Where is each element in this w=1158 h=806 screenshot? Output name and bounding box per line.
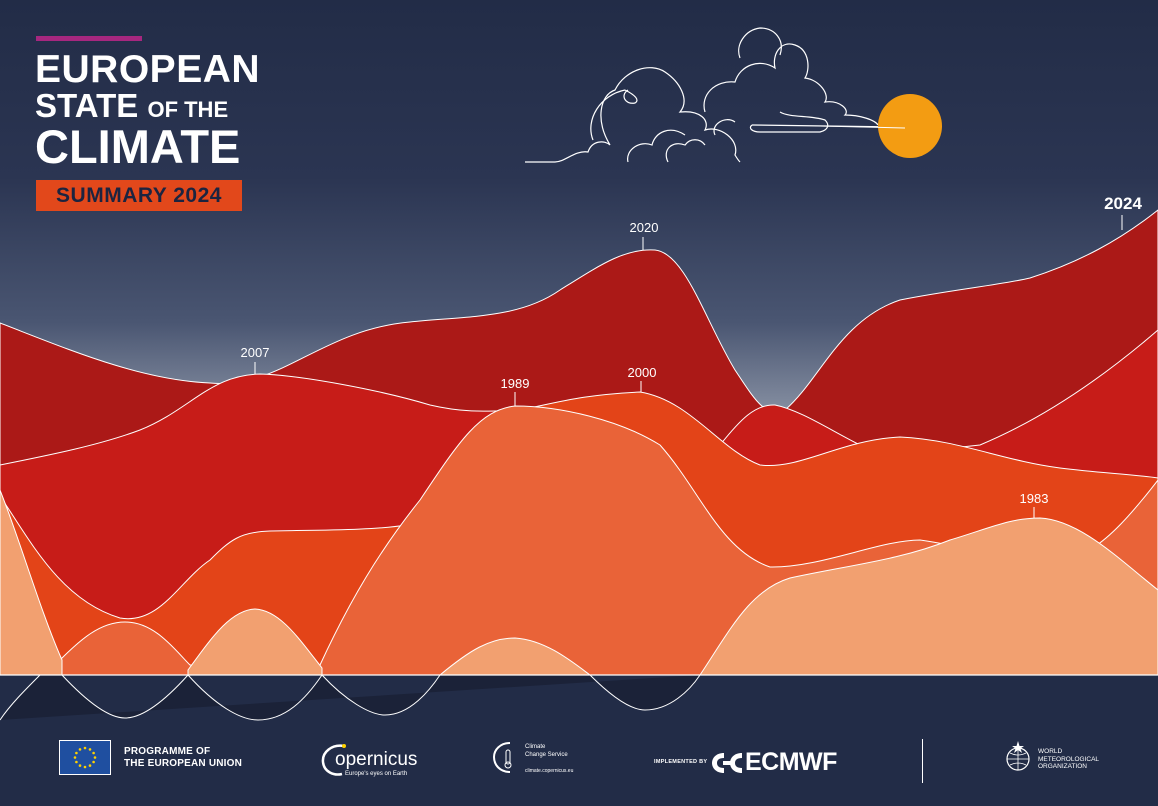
peak-markers [254,215,1123,518]
title-line-1: EUROPEAN [35,48,261,91]
title-line-2a: STATE [35,87,139,124]
summary-badge: SUMMARY 2024 [36,180,242,211]
copernicus-logo: opernicus Europe's eyes on Earth [320,740,430,780]
c3s-logo: Climate Change Service climate.copernicu… [492,740,612,780]
title-line-3: CLIMATE [35,120,241,173]
page-title: EUROPEAN STATE OF THE CLIMATE [35,50,260,170]
eu-programme-label: PROGRAMME OF THE EUROPEAN UNION [124,746,243,769]
footer-divider [922,739,923,783]
peak-label-2024: 2024 [1104,194,1142,213]
title-line-2b: OF THE [147,97,229,122]
ecmwf-logo: ECMWF [710,747,850,777]
eu-flag-icon [59,740,111,775]
cloud-icon [525,27,901,163]
underground-wave [0,674,701,721]
accent-bar [36,36,142,41]
band-peach [0,489,1158,676]
peak-label-1989: 1989 [501,376,530,391]
implemented-by-label: IMPLEMENTED BY [654,759,708,765]
sun-icon [878,94,942,158]
peak-label-1983: 1983 [1020,491,1049,506]
footer-logos: PROGRAMME OF THE EUROPEAN UNION opernicu… [0,722,1158,806]
peak-label-2020: 2020 [630,220,659,235]
wmo-logo: WORLD METEOROLOGICAL ORGANIZATION [1002,740,1112,780]
peak-label-2000: 2000 [628,365,657,380]
peak-label-2007: 2007 [241,345,270,360]
